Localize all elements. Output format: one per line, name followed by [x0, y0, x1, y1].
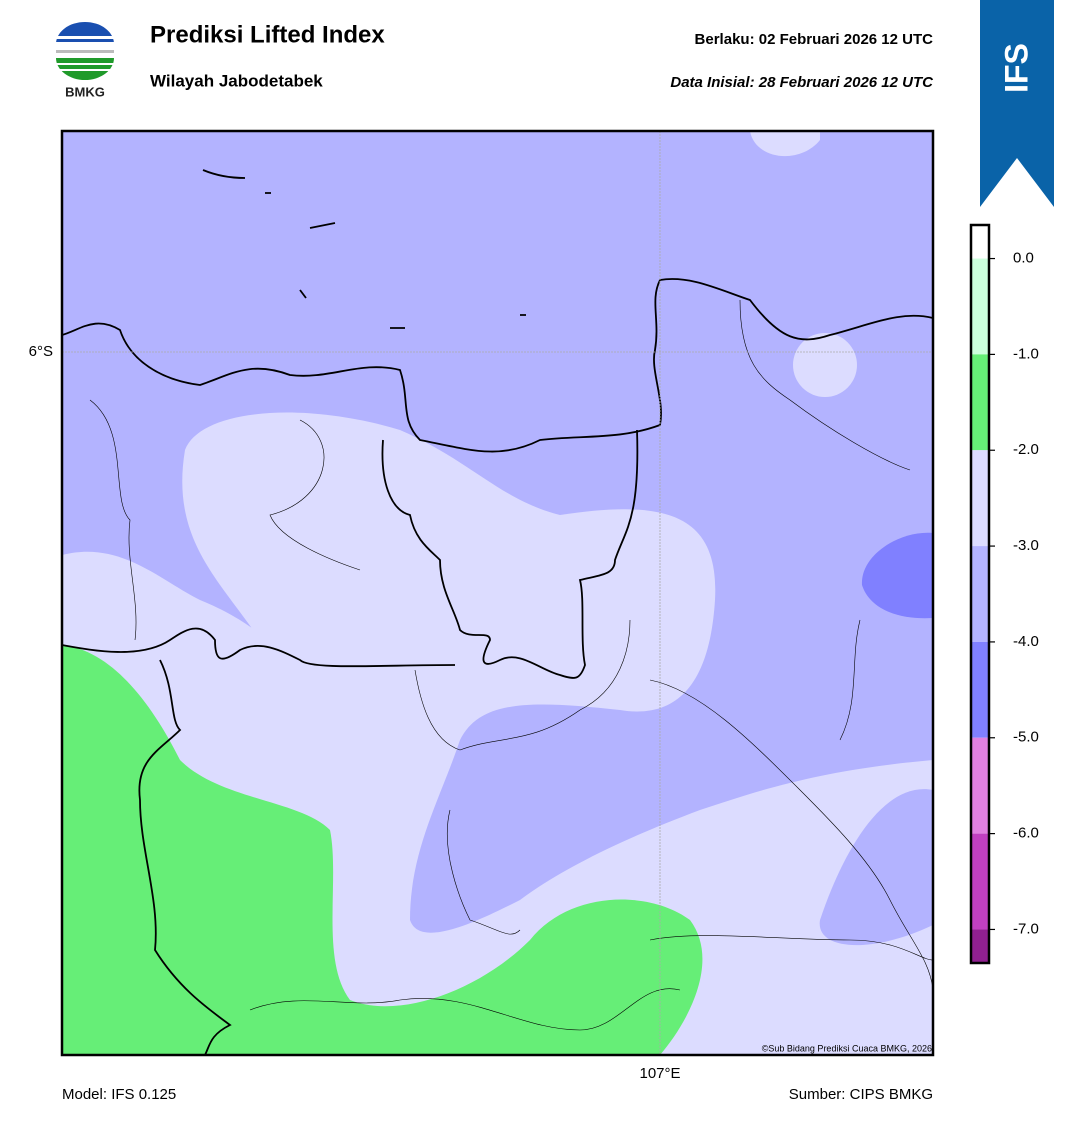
colorbar-segment [971, 258, 989, 355]
colorbar: 0.0 -1.0 -2.0 -3.0 -4.0 -5.0 -6.0 -7.0 [969, 223, 1039, 965]
colorbar-tick-label: -7.0 [1013, 920, 1039, 937]
colorbar-segment [971, 641, 989, 738]
colorbar-segment [971, 546, 989, 642]
colorbar-tick-label: -4.0 [1013, 633, 1039, 650]
badge [980, 0, 1054, 207]
map-frame [60, 129, 935, 1057]
lon-label: 107°E [639, 1065, 680, 1082]
colorbar-segment [971, 737, 989, 834]
colorbar-tick-label: -1.0 [1013, 345, 1039, 362]
logo: BMKG [56, 22, 114, 99]
colorbar-segment [971, 354, 989, 451]
colorbar-tick-label: -5.0 [1013, 729, 1039, 746]
lat-label: 6°S [29, 343, 53, 360]
model: Model: IFS 0.125 [62, 1086, 176, 1103]
colorbar-tick-label: -3.0 [1013, 537, 1039, 554]
coastline [62, 169, 933, 1055]
colorbar-tick-label: -6.0 [1013, 825, 1039, 842]
colorbar-tick-label: 0.0 [1013, 250, 1034, 267]
source: Sumber: CIPS BMKG [789, 1086, 933, 1103]
init-time: Data Inisial: 28 Februari 2026 12 UTC [670, 74, 934, 91]
colorbar-segment [971, 450, 989, 547]
subtitle: Wilayah Jabodetabek [150, 71, 323, 90]
colorbar-frame [969, 223, 991, 965]
logo-text: BMKG [65, 84, 105, 99]
copyright: ©Sub Bidang Prediksi Cuaca BMKG, 2026 [762, 1043, 932, 1053]
colorbar-tick-label: -2.0 [1013, 441, 1039, 458]
valid-time: Berlaku: 02 Februari 2026 12 UTC [695, 31, 934, 48]
colorbar-segment [971, 833, 989, 930]
title: Prediksi Lifted Index [150, 21, 385, 48]
badge-text: IFS [998, 43, 1034, 93]
colorbar-segment [971, 225, 989, 259]
colorbar-segment [971, 929, 989, 963]
map-field [62, 131, 933, 1055]
